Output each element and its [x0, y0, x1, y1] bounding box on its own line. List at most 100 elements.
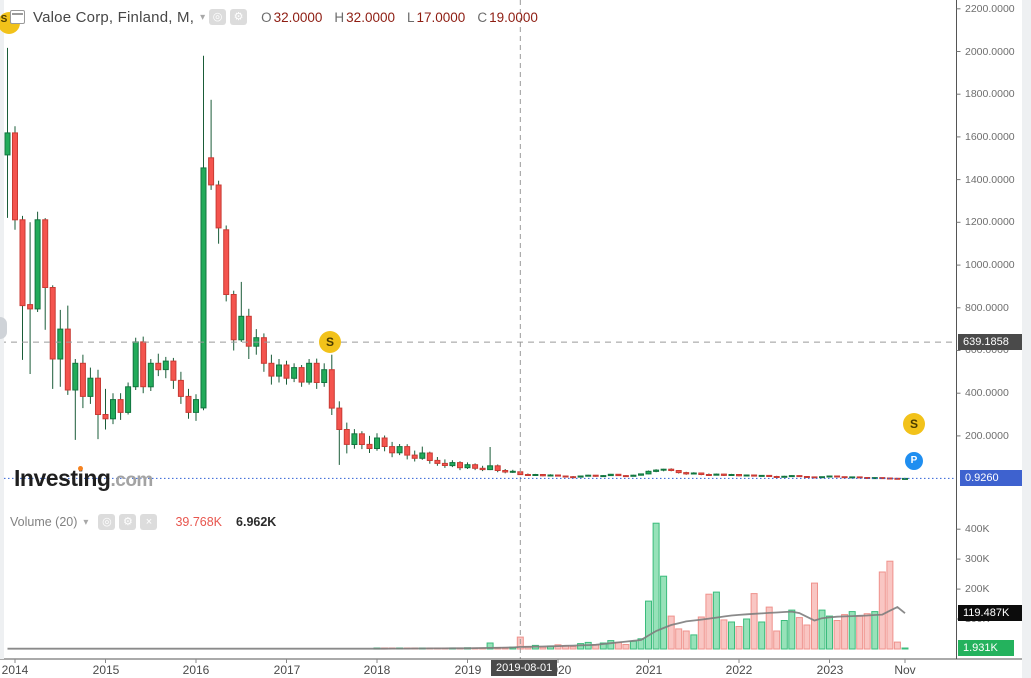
drawer-handle[interactable] — [0, 317, 7, 339]
price-tick-label: 800.0000 — [965, 302, 1009, 314]
investing-logo: Investing.com — [14, 465, 153, 492]
candle — [585, 474, 592, 477]
volume-bar — [863, 613, 871, 650]
candle — [49, 287, 56, 360]
settings-icon[interactable]: ⚙ — [119, 514, 137, 530]
candle — [404, 446, 411, 456]
candle — [622, 475, 629, 478]
price-tick-label: 1200.0000 — [965, 216, 1015, 228]
candle — [200, 167, 207, 409]
candle — [132, 341, 139, 388]
close-icon[interactable]: × — [140, 514, 158, 530]
candle — [751, 474, 758, 477]
volume-bar — [750, 593, 758, 650]
candle — [170, 360, 177, 381]
candle — [811, 476, 818, 479]
visibility-icon[interactable]: ◎ — [209, 9, 227, 25]
price-tick-label: 2200.0000 — [965, 3, 1015, 15]
candle — [4, 132, 11, 156]
high-label: H — [334, 9, 345, 25]
low-label: L — [406, 9, 415, 25]
candle — [841, 476, 848, 479]
volume-bar — [599, 642, 607, 650]
candle — [683, 472, 690, 475]
candle — [660, 468, 667, 471]
candle — [736, 474, 742, 477]
panel-icon — [10, 10, 25, 24]
logo-suffix: .com — [110, 470, 153, 491]
candle — [381, 437, 388, 447]
volume-bar — [667, 615, 675, 650]
chevron-down-icon[interactable]: ▾ — [200, 11, 206, 23]
candle — [79, 362, 86, 397]
candle — [570, 476, 577, 479]
volume-bar — [818, 609, 826, 650]
chevron-down-icon[interactable]: ▾ — [83, 516, 89, 528]
candle — [426, 452, 433, 461]
volume-tick-label: 300K — [965, 553, 990, 565]
candle — [19, 219, 26, 307]
year-label: 2019 — [454, 663, 482, 677]
visibility-icon[interactable]: ◎ — [98, 514, 116, 530]
volume-bar — [856, 615, 864, 650]
price-tick-label: 200.0000 — [965, 430, 1009, 442]
candle — [743, 474, 750, 477]
candle — [434, 459, 441, 464]
candle — [389, 446, 396, 454]
candle — [328, 369, 335, 409]
marker-letter: P — [910, 455, 918, 466]
close-label: C — [477, 9, 488, 25]
volume-bar — [637, 638, 645, 650]
volume-tick-label: 200K — [965, 583, 990, 595]
symbol-title[interactable]: Valoe Corp, Finland, M, — [33, 8, 195, 26]
volume-bar — [803, 624, 811, 650]
candle — [502, 470, 509, 473]
volume-bar — [795, 617, 803, 650]
volume-bar — [743, 618, 751, 650]
year-label: 2021 — [635, 663, 663, 677]
volume-indicator-label[interactable]: Volume (20) — [10, 515, 78, 529]
candle — [102, 414, 109, 420]
open-value: 32.0000 — [273, 9, 323, 25]
candle — [336, 407, 343, 431]
signal-marker[interactable]: S — [319, 331, 341, 353]
candle — [238, 315, 245, 341]
candle — [117, 399, 124, 413]
volume-bar — [735, 626, 743, 650]
year-label: 2016 — [182, 663, 210, 677]
volume-bar — [690, 634, 698, 650]
volume-bar — [848, 611, 856, 650]
candle — [796, 475, 803, 478]
candle — [140, 341, 147, 388]
price-tick-label: 2000.0000 — [965, 46, 1015, 58]
price-tick-label: 1600.0000 — [965, 131, 1015, 143]
scrollbar-track[interactable] — [1022, 0, 1031, 678]
candle — [245, 315, 252, 347]
volume-bar — [780, 620, 788, 650]
high-value: 32.0000 — [346, 9, 395, 25]
price-tick-label: 1000.0000 — [965, 259, 1015, 271]
candle — [803, 476, 810, 478]
candle — [600, 475, 607, 478]
volume-tick-label: 400K — [965, 523, 990, 535]
candle — [856, 476, 863, 479]
volume-bar — [833, 620, 841, 650]
volume-bar — [765, 606, 773, 650]
last-price-label: 0.9260 — [960, 470, 1022, 486]
candle — [162, 360, 169, 371]
candle — [653, 469, 660, 472]
month-label: Nov — [894, 663, 916, 677]
volume-bar — [486, 642, 494, 650]
volume-value: 39.768K — [175, 515, 223, 529]
candle — [343, 429, 350, 445]
settings-icon[interactable]: ⚙ — [230, 9, 248, 25]
signal-marker[interactable]: S — [903, 413, 925, 435]
candle — [193, 399, 199, 413]
profile-marker[interactable]: P — [905, 452, 923, 470]
volume-bar — [826, 615, 833, 650]
candle — [645, 470, 652, 475]
candle — [472, 464, 479, 469]
candle — [788, 475, 795, 478]
